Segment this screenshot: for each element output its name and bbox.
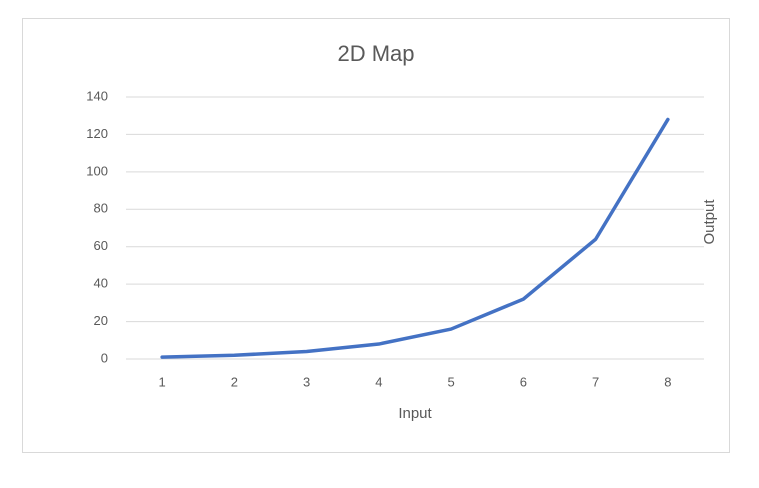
- y-axis-label: Output: [701, 199, 718, 245]
- y-tick-label: 60: [94, 238, 108, 253]
- y-tick-label: 20: [94, 313, 108, 328]
- chart-title: 2D Map: [337, 41, 414, 66]
- x-tick-label: 2: [231, 374, 238, 389]
- x-axis-label: Input: [398, 405, 432, 422]
- y-tick-label: 100: [86, 163, 108, 178]
- x-tick-label: 8: [664, 374, 671, 389]
- y-tick-label: 0: [101, 350, 108, 365]
- line-series: [160, 117, 670, 359]
- x-tick-label: 4: [375, 374, 382, 389]
- chart-border: [22, 18, 730, 453]
- x-tick-label: 3: [303, 374, 310, 389]
- x-tick-label: 6: [520, 374, 527, 389]
- x-tick-label: 7: [592, 374, 599, 389]
- x-tick-label: 1: [159, 374, 166, 389]
- y-tick-label: 140: [86, 88, 108, 103]
- x-tick-label: 5: [448, 374, 455, 389]
- y-tick-label: 80: [94, 201, 108, 216]
- y-tick-label: 40: [94, 276, 108, 291]
- y-tick-label: 120: [86, 126, 108, 141]
